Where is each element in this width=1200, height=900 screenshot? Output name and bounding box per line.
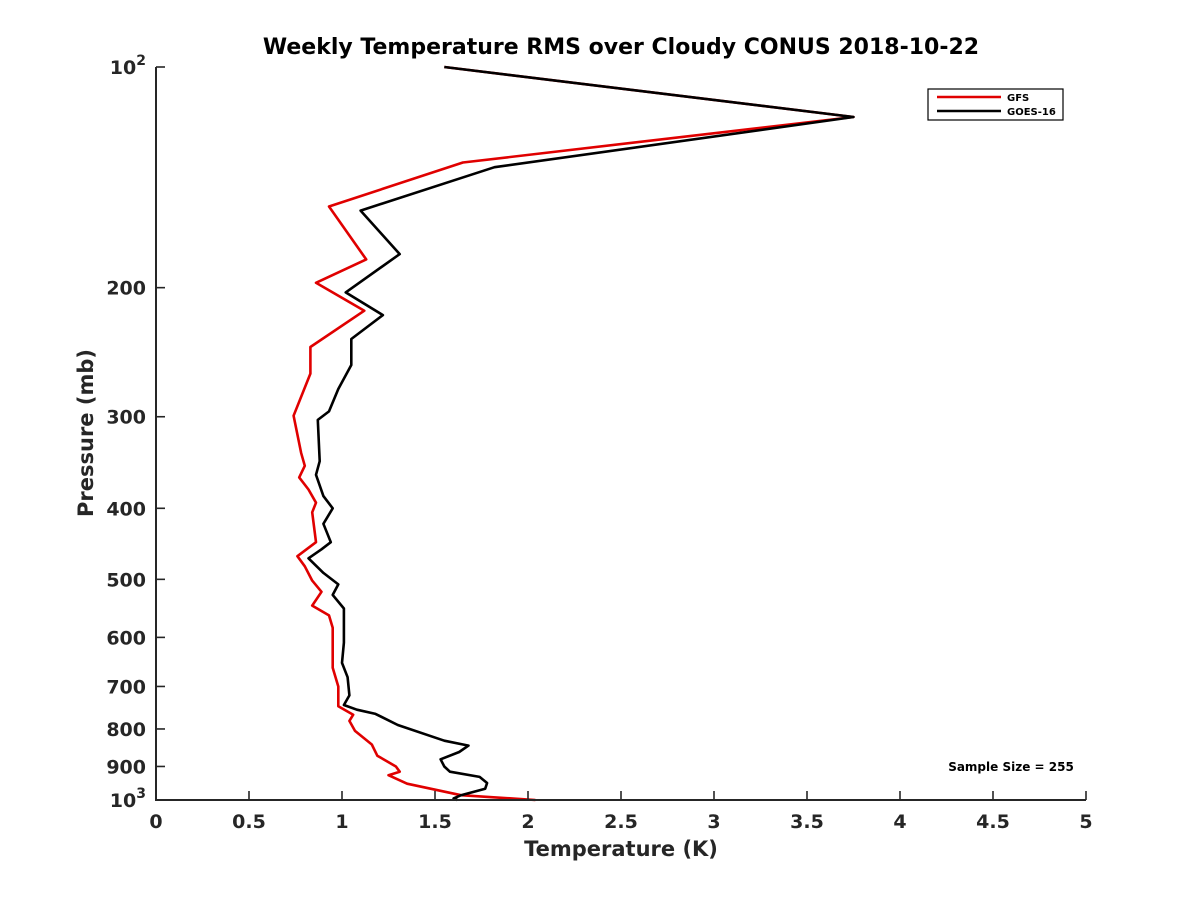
y-tick-label: 300 xyxy=(106,407,146,429)
sample-size-annotation: Sample Size = 255 xyxy=(948,760,1074,774)
x-tick-label: 1 xyxy=(335,811,348,833)
chart-title: Weekly Temperature RMS over Cloudy CONUS… xyxy=(263,35,979,60)
legend-label: GFS xyxy=(1007,93,1029,104)
legend-label: GOES-16 xyxy=(1007,107,1056,118)
x-tick-label: 4 xyxy=(893,811,906,833)
series-line-goes-16 xyxy=(307,65,855,802)
series-line-gfs xyxy=(292,65,855,802)
x-tick-label: 1.5 xyxy=(418,811,452,833)
x-tick-label: 2 xyxy=(521,811,534,833)
x-axis: 0 0.5 1 1.5 2 2.5 3 3.5 4 4.5 5 xyxy=(149,791,1093,833)
series-layer xyxy=(292,65,855,802)
x-tick-label: 3.5 xyxy=(790,811,824,833)
y-tick-label: 400 xyxy=(106,498,146,520)
x-tick-label: 0 xyxy=(149,811,162,833)
y-axis-title: Pressure (mb) xyxy=(74,349,98,517)
y-tick-label: 200 xyxy=(106,278,146,300)
y-tick-label: 800 xyxy=(106,719,146,741)
y-tick-label: 700 xyxy=(106,676,146,698)
y-tick-exponent: 3 xyxy=(136,786,146,802)
y-tick-label: 102 xyxy=(110,53,146,79)
x-tick-label: 0.5 xyxy=(232,811,266,833)
y-tick-label: 900 xyxy=(106,756,146,778)
legend-box xyxy=(927,88,1064,121)
x-tick-label: 4.5 xyxy=(976,811,1010,833)
y-tick-base: 10 xyxy=(110,57,136,79)
axis-frame xyxy=(155,67,1086,801)
y-tick-label: 600 xyxy=(106,627,146,649)
x-tick-label: 2.5 xyxy=(604,811,638,833)
y-tick-exponent: 2 xyxy=(136,53,146,69)
x-tick-label: 3 xyxy=(707,811,720,833)
x-axis-title: Temperature (K) xyxy=(524,837,718,861)
legend: GFS GOES-16 xyxy=(927,88,1064,121)
y-tick-base: 10 xyxy=(110,790,136,812)
x-tick-label: 5 xyxy=(1079,811,1092,833)
y-tick-label: 500 xyxy=(106,569,146,591)
y-tick-label: 103 xyxy=(110,786,146,812)
